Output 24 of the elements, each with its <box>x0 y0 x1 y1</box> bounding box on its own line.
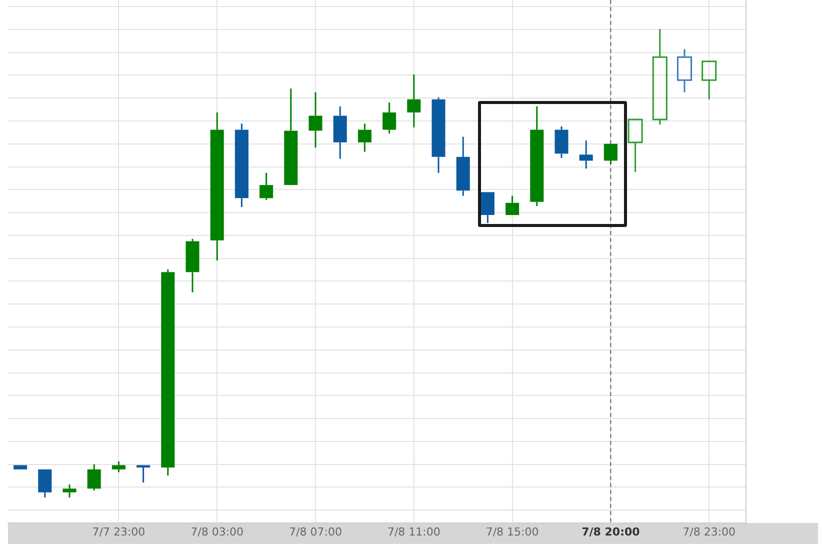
candlestick <box>186 238 200 294</box>
candlestick <box>407 74 421 128</box>
candlestick <box>456 136 470 197</box>
candlestick <box>333 106 347 160</box>
x-tick-label: 7/8 03:00 <box>190 525 244 538</box>
candlestick <box>676 48 692 94</box>
x-tick-label: 7/8 23:00 <box>682 525 736 538</box>
candlestick <box>432 96 446 174</box>
x-tick-label: 7/8 07:00 <box>289 525 342 538</box>
candlestick <box>234 122 248 208</box>
candlestick <box>62 484 76 498</box>
candlestick <box>308 92 322 148</box>
candlestick <box>382 102 396 134</box>
candlestick <box>530 106 544 207</box>
candlestick <box>87 463 101 492</box>
candlestick <box>554 126 568 159</box>
x-tick-label: 7/8 15:00 <box>486 525 539 538</box>
x-tick-label: 7/8 20:00 <box>582 525 640 538</box>
x-tick-label: 7/7 23:00 <box>92 525 146 538</box>
candlestick <box>358 122 372 153</box>
candlestick <box>210 112 224 262</box>
x-tick-label: 7/8 11:00 <box>387 525 440 538</box>
candlestick <box>579 140 593 170</box>
candlestick <box>260 172 274 201</box>
